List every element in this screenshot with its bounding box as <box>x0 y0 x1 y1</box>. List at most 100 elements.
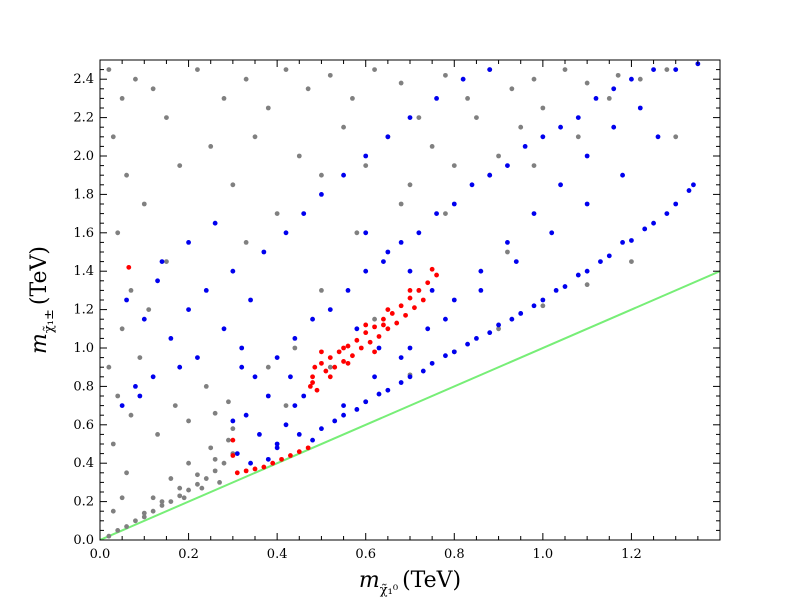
scatter-point <box>598 259 603 264</box>
scatter-point <box>620 172 625 178</box>
scatter-point <box>562 284 568 289</box>
scatter-point <box>159 259 165 264</box>
scatter-point <box>354 407 360 412</box>
x-axis-label-unit: (TeV) <box>402 568 461 593</box>
scatter-point <box>664 211 670 217</box>
scatter-point <box>150 374 156 380</box>
y-tick-label: 1.2 <box>73 303 94 318</box>
scatter-point <box>372 67 377 72</box>
scatter-point <box>531 163 537 169</box>
scatter-point <box>575 134 581 140</box>
scatter-point <box>312 364 318 370</box>
scatter-point <box>119 495 125 501</box>
scatter-point <box>168 499 174 504</box>
scatter-point <box>606 96 612 101</box>
scatter-point <box>398 240 404 245</box>
scatter-point <box>230 268 236 274</box>
scatter-point <box>181 495 187 501</box>
scatter-point <box>177 163 183 169</box>
scatter-point <box>226 437 231 443</box>
y-tick-label: 0.0 <box>73 533 94 548</box>
scatter-point <box>106 67 112 72</box>
plot-area <box>100 61 720 540</box>
scatter-point <box>208 144 214 149</box>
scatter-point <box>265 393 271 399</box>
scatter-point <box>124 524 129 529</box>
scatter-point <box>540 134 546 140</box>
scatter-point <box>327 72 333 78</box>
scatter-point <box>407 345 413 351</box>
scatter-point <box>615 72 621 78</box>
scatter-point <box>252 466 258 472</box>
x-tick-label: 0.4 <box>267 547 288 562</box>
scatter-point <box>296 153 302 159</box>
scatter-point <box>429 266 435 272</box>
scatter-point <box>363 399 369 405</box>
scatter-point <box>106 533 112 539</box>
scatter-point <box>518 311 524 316</box>
scatter-point <box>150 495 156 501</box>
y-tick-label: 0.8 <box>73 379 94 394</box>
scatter-point <box>478 268 484 274</box>
scatter-point <box>141 201 147 207</box>
scatter-point <box>133 384 138 389</box>
scatter-point <box>407 295 413 301</box>
x-axis-label-symbol: m <box>359 568 380 593</box>
scatter-point <box>341 359 346 364</box>
scatter-point <box>319 172 324 178</box>
y-tick-label: 0.4 <box>73 456 94 471</box>
y-axis-label-subscript: χ̃₁± <box>42 309 57 333</box>
scatter-point <box>141 316 147 322</box>
scatter-point <box>301 211 307 217</box>
scatter-point <box>363 163 369 169</box>
scatter-point <box>673 201 679 207</box>
scatter-point <box>164 259 169 264</box>
scatter-point <box>230 437 236 443</box>
scatter-point <box>307 384 313 389</box>
reference-line-0 <box>100 270 720 540</box>
scatter-point <box>540 303 546 309</box>
scatter-point <box>407 288 413 293</box>
scatter-point <box>186 240 191 245</box>
scatter-point <box>513 259 519 264</box>
scatter-point <box>261 249 267 255</box>
scatter-point <box>363 322 369 328</box>
scatter-point <box>686 188 692 193</box>
scatter-point <box>558 124 563 130</box>
y-tick-label: 2.0 <box>73 149 94 164</box>
scatter-point <box>465 341 470 347</box>
x-tick-label: 0.8 <box>444 547 465 562</box>
y-tick-label: 1.8 <box>73 187 94 202</box>
scatter-point <box>155 432 160 437</box>
y-tick-label: 2.4 <box>73 72 94 87</box>
scatter-point <box>133 518 138 524</box>
scatter-point <box>443 353 448 359</box>
scatter-point <box>376 345 382 351</box>
scatter-point <box>398 80 404 86</box>
scatter-point <box>150 86 156 92</box>
scatter-point <box>310 374 315 380</box>
scatter-point <box>327 355 333 360</box>
scatter-point <box>212 456 218 462</box>
scatter-point <box>110 508 116 514</box>
scatter-point <box>177 485 183 491</box>
scatter-point <box>119 96 125 101</box>
scatter-point <box>558 182 563 188</box>
scatter-point <box>451 349 457 355</box>
scatter-point <box>288 374 293 380</box>
scatter-point <box>164 115 169 120</box>
scatter-point <box>230 426 236 432</box>
scatter-point <box>248 460 253 466</box>
y-tick-label: 2.2 <box>73 111 94 126</box>
scatter-point <box>509 86 515 92</box>
scatter-point <box>691 182 696 188</box>
scatter-point <box>584 201 590 207</box>
scatter-point <box>199 485 205 491</box>
y-axis-label: mχ̃₁± (TeV) <box>27 246 57 354</box>
scatter-point <box>420 368 426 374</box>
scatter-point <box>673 134 679 140</box>
scatter-point <box>385 307 391 312</box>
scatter-point <box>239 345 245 351</box>
scatter-point <box>385 326 391 332</box>
scatter-point <box>186 460 191 466</box>
